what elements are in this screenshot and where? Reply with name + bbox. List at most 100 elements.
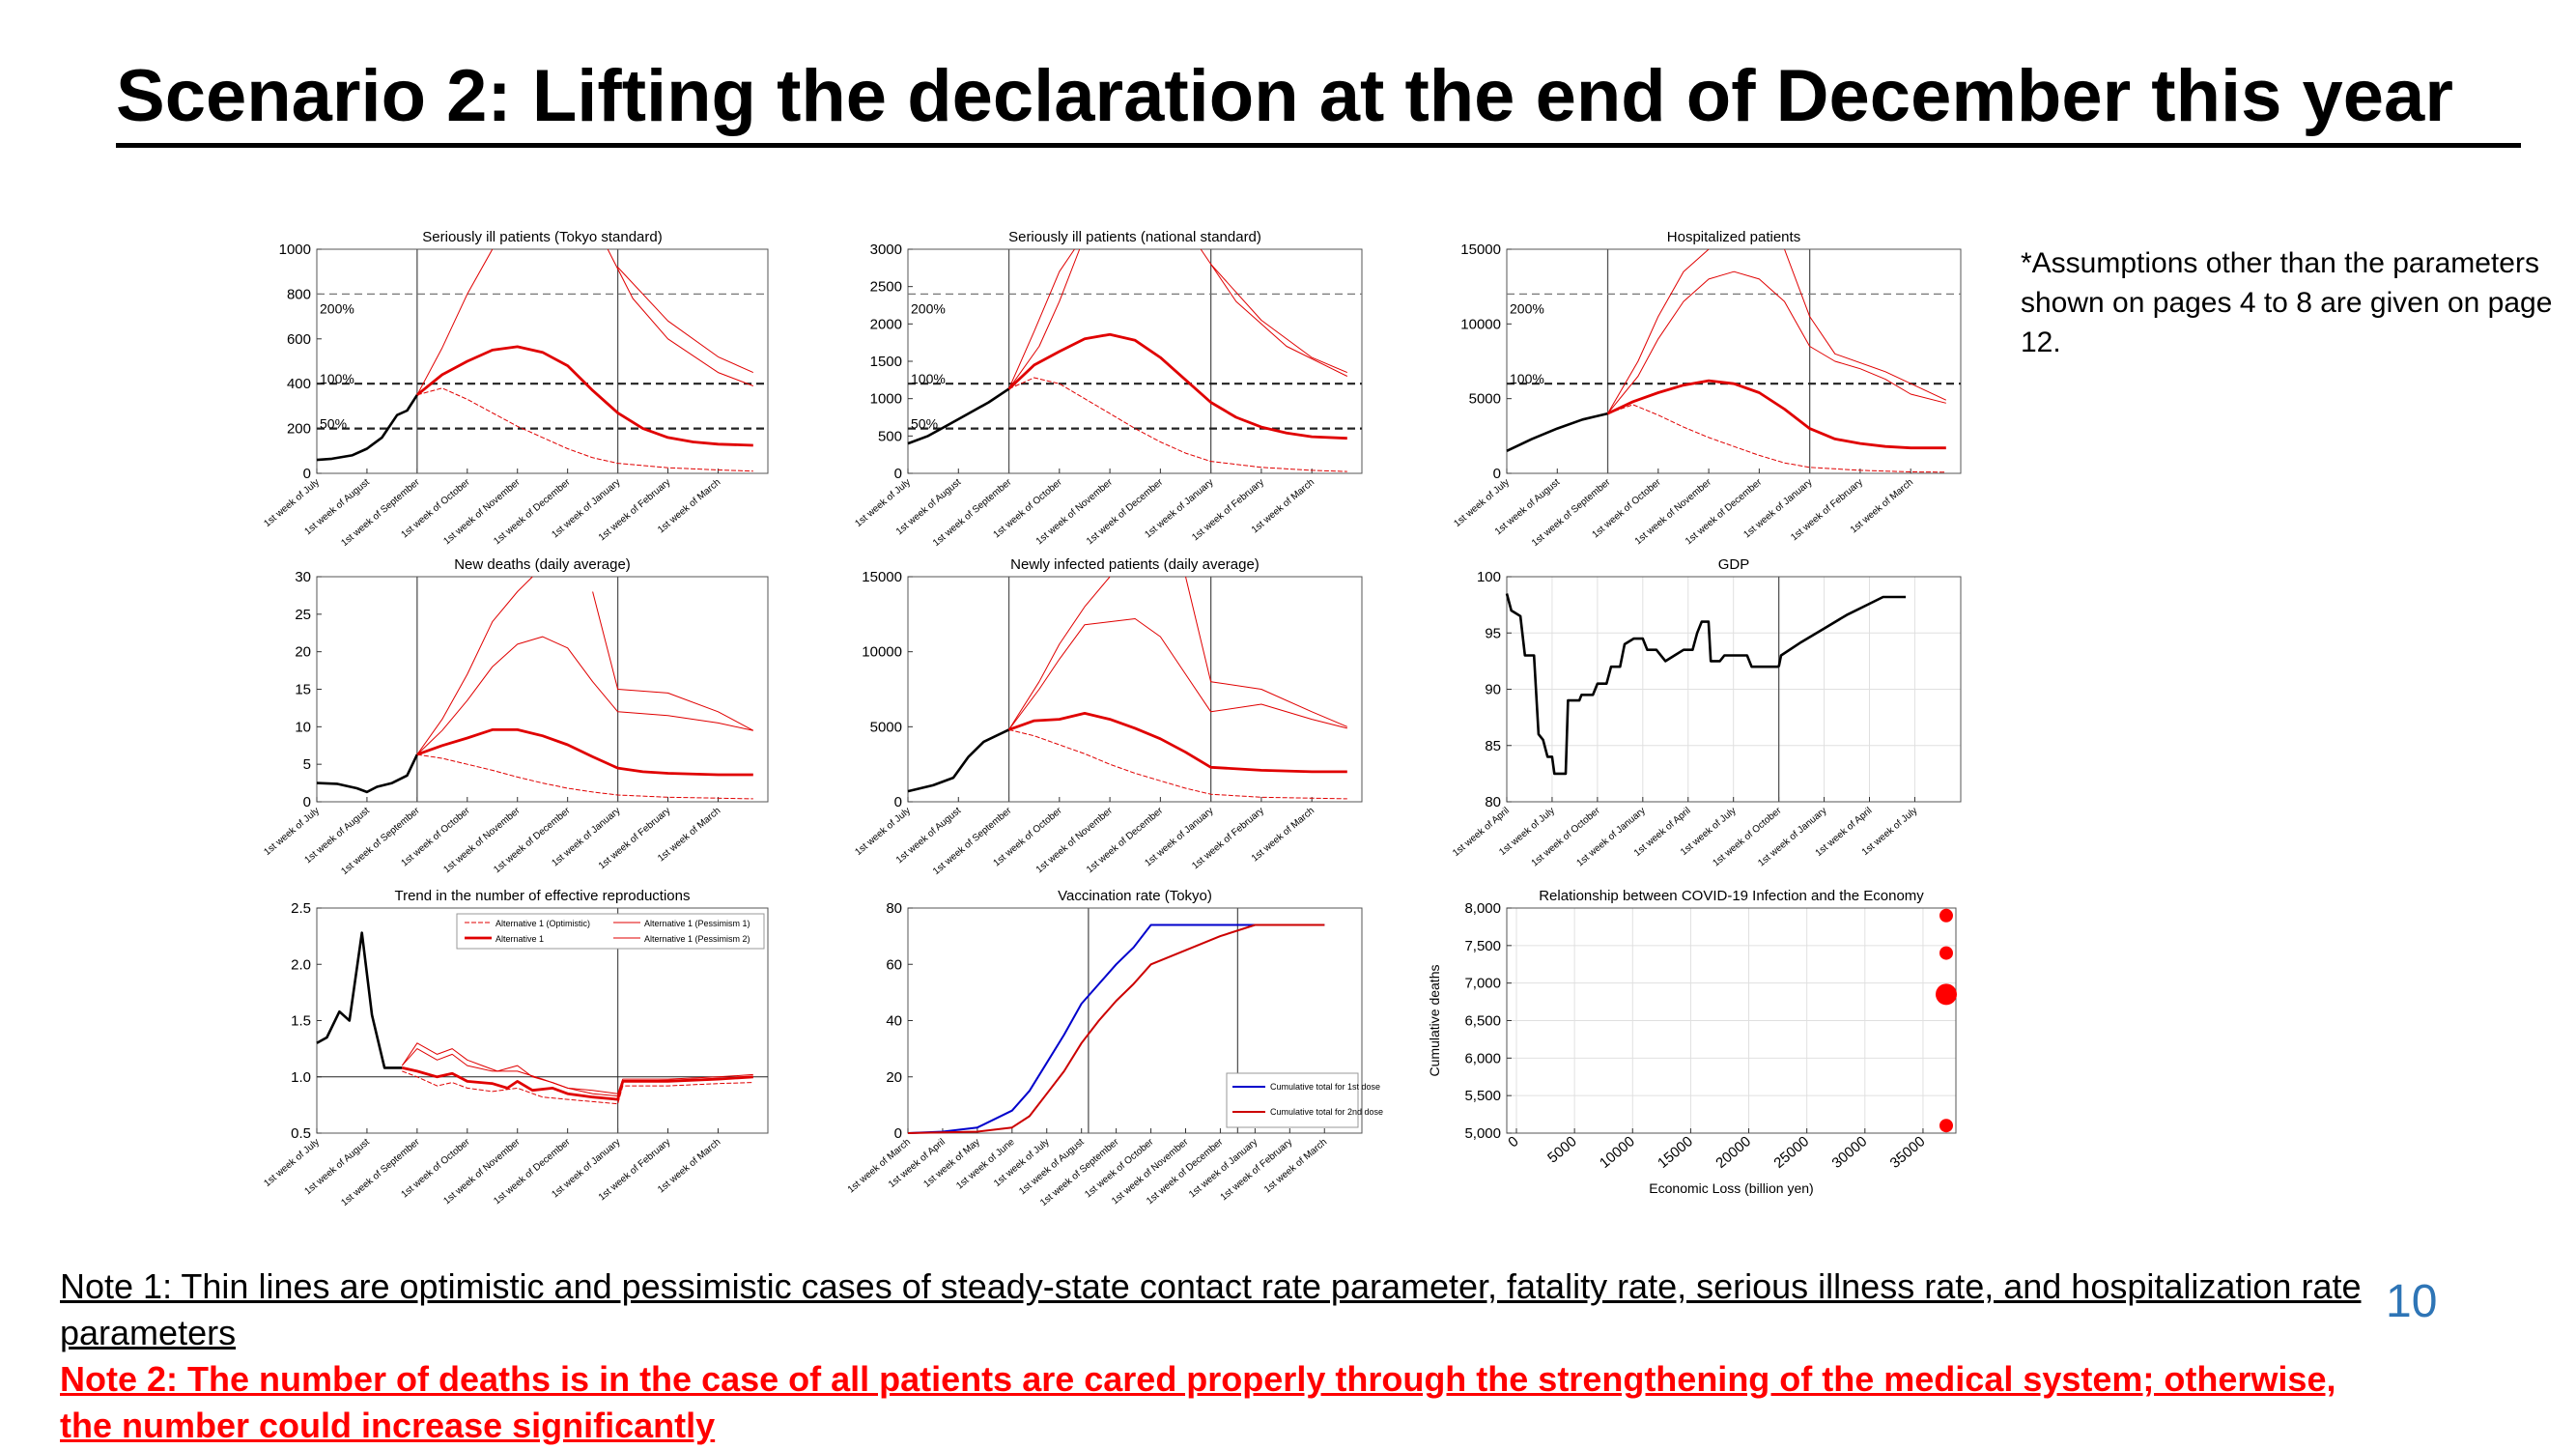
series-line-scenario <box>1777 595 1907 668</box>
chart-title: Vaccination rate (Tokyo) <box>1058 888 1212 904</box>
y-tick-label: 0.5 <box>291 1125 311 1142</box>
y-tick-label: 1.0 <box>291 1069 311 1086</box>
series-line-pessimistic <box>416 636 753 755</box>
x-axis-label: Economic Loss (billion yen) <box>1649 1180 1813 1196</box>
plot-frame <box>316 248 769 474</box>
x-tick-label: 20000 <box>1713 1133 1754 1172</box>
series-line-actual <box>1506 412 1608 452</box>
footnotes: Note 1: Thin lines are optimistic and pe… <box>60 1264 2378 1449</box>
y-tick-label: 20 <box>886 1069 902 1086</box>
y-tick-label: 20 <box>295 644 311 661</box>
series-line-pessimistic <box>1008 618 1347 730</box>
chart-title: Trend in the number of effective reprodu… <box>394 888 690 904</box>
series-line-optimistic <box>416 387 753 472</box>
series-line-optimistic <box>416 753 753 800</box>
y-tick-label: 10 <box>295 719 311 735</box>
y-tick-label: 15 <box>295 682 311 698</box>
legend-label: Alternative 1 (Pessimism 2) <box>644 934 750 944</box>
y-tick-label: 500 <box>878 428 902 444</box>
y-tick-label: 1000 <box>870 391 902 408</box>
y-tick-label: 5 <box>303 756 311 773</box>
y-tick-label: 95 <box>1485 625 1501 641</box>
chart-hospitalized: Hospitalized patients0500010000150001st … <box>1452 229 1962 549</box>
y-tick-label: 600 <box>287 331 311 348</box>
page-number: 10 <box>2386 1276 2438 1327</box>
chart-vaccination-rate: Vaccination rate (Tokyo) 0 20 40 60 80 1st wee… <box>846 888 1383 1208</box>
assumption-note: *Assumptions other than the parameters s… <box>2021 247 2553 358</box>
y-tick-label: 7,000 <box>1464 976 1501 992</box>
series-line-pessimistic <box>1008 248 1081 389</box>
chart-title: Hospitalized patients <box>1667 229 1800 245</box>
y-tick-label: 80 <box>886 900 902 917</box>
series-line-main <box>1007 332 1347 440</box>
chart-seriously-ill-national: Seriously ill patients (national standar… <box>853 229 1363 549</box>
capacity-label: 100% <box>1510 371 1544 386</box>
chart-effective-reproduction: Trend in the number of effective reprodu… <box>262 888 769 1208</box>
chart-title: Seriously ill patients (Tokyo standard) <box>422 229 662 245</box>
y-tick-label: 40 <box>886 1013 902 1030</box>
series-line-pessimistic <box>1008 248 1075 389</box>
series-line-pessimistic <box>1185 576 1347 727</box>
scatter-point <box>1939 1119 1953 1133</box>
series-line-pessimistic <box>617 267 754 374</box>
legend-box <box>1226 1072 1359 1128</box>
y-tick-label: 800 <box>287 286 311 302</box>
y-tick-label: 5,000 <box>1464 1125 1501 1142</box>
x-tick-label: 15000 <box>1655 1133 1696 1172</box>
series-line-optimistic <box>1607 404 1946 473</box>
y-tick-label: 30 <box>295 569 311 585</box>
y-tick-label: 0 <box>894 466 902 482</box>
series-line-actual <box>907 387 1010 445</box>
x-tick-label: 5000 <box>1544 1133 1579 1166</box>
note-1: Note 1: Thin lines are optimistic and pe… <box>60 1266 2362 1352</box>
y-tick-label: 100 <box>1477 569 1501 585</box>
y-tick-label: 6,500 <box>1464 1013 1501 1030</box>
y-tick-label: 2000 <box>870 316 902 332</box>
y-tick-label: 400 <box>287 376 311 392</box>
y-tick-label: 10000 <box>862 644 902 661</box>
y-tick-label: 1500 <box>870 354 902 370</box>
y-tick-label: 15000 <box>862 569 902 585</box>
capacity-label: 50% <box>911 416 938 432</box>
y-tick-label: 1.5 <box>291 1013 311 1030</box>
series-line-pessimistic <box>1008 576 1111 730</box>
y-axis-label: Cumulative deaths <box>1427 965 1442 1077</box>
series-line-pessimistic <box>416 248 494 396</box>
series-line-main <box>1008 711 1347 774</box>
series-line-pessimistic <box>607 248 753 386</box>
chart-covid-economy: Relationship between COVID-19 Infection … <box>1427 888 1957 1196</box>
series-line-pessimistic <box>1210 264 1347 374</box>
series-line-actual <box>316 394 418 462</box>
capacity-label: 200% <box>320 300 354 316</box>
legend-label: Alternative 1 <box>495 934 544 944</box>
y-tick-label: 0 <box>303 794 311 810</box>
y-tick-label: 7,500 <box>1464 938 1501 954</box>
legend-label: Cumulative total for 2nd dose <box>1270 1107 1383 1117</box>
series-line-optimistic <box>402 1070 753 1105</box>
chart-title: Newly infected patients (daily average) <box>1010 556 1260 573</box>
series-line-pessimistic <box>1607 248 1710 414</box>
y-tick-label: 0 <box>894 1125 902 1142</box>
y-tick-label: 15000 <box>1460 242 1501 258</box>
series-line-main <box>416 727 753 777</box>
series-line-pessimistic <box>416 576 533 755</box>
capacity-label: 200% <box>1510 300 1544 316</box>
y-tick-label: 80 <box>1485 794 1501 810</box>
y-tick-label: 10000 <box>1460 316 1501 332</box>
x-tick-label: 35000 <box>1887 1133 1929 1172</box>
chart-newly-infected: Newly infected patients (daily average) 0… <box>853 556 1363 877</box>
legend-label: Alternative 1 (Optimistic) <box>495 919 590 928</box>
series-line-actual <box>1505 593 1779 776</box>
scatter-point <box>1939 908 1953 923</box>
slide-title: Scenario 2: Lifting the declaration at t… <box>116 50 2521 148</box>
chart-title: New deaths (daily average) <box>454 556 631 573</box>
scatter-point <box>1939 946 1953 960</box>
legend-label: Alternative 1 (Pessimism 1) <box>644 919 750 928</box>
series-line-pessimistic <box>401 1048 753 1097</box>
series-line-main <box>1606 379 1946 450</box>
y-tick-label: 0 <box>303 466 311 482</box>
x-tick-label: 25000 <box>1770 1133 1812 1172</box>
plot-frame <box>907 248 1363 474</box>
series-line-dose1 <box>907 923 1325 1134</box>
